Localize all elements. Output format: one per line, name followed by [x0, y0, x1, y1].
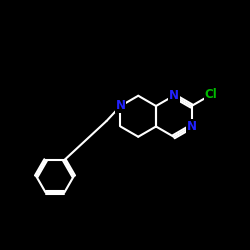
- Text: N: N: [169, 89, 179, 102]
- Text: N: N: [116, 100, 126, 112]
- Text: N: N: [186, 120, 196, 133]
- Text: Cl: Cl: [205, 88, 218, 101]
